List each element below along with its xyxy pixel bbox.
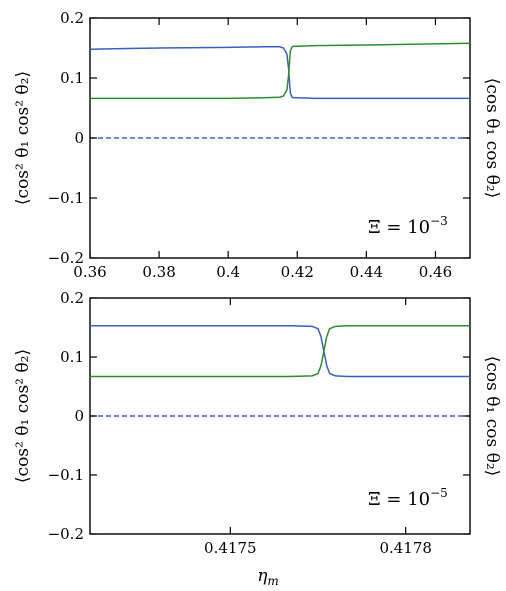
series-line-1 xyxy=(90,324,470,378)
y-tick-label: 0 xyxy=(74,407,84,425)
panel-top: −0.2 −0.1 0 0.1 0.2 0.36 0.38 0.4 0.42 0.44 0.46 Ξ… xyxy=(13,9,502,281)
annotation-bottom-base: Ξ = 10 xyxy=(368,489,430,510)
x-tick-label: 0.4175 xyxy=(204,539,257,557)
y-tick-label: 0.1 xyxy=(60,348,84,366)
y-axis-label-right-top: ⟨cos θ₁ cos θ₂⟩ xyxy=(482,78,502,199)
x-tick-label: 0.46 xyxy=(419,263,452,281)
x-tick-label: 0.44 xyxy=(350,263,383,281)
plot-marks-bottom xyxy=(90,324,470,417)
series-line-0 xyxy=(89,46,470,100)
x-tick-label: 0.36 xyxy=(73,263,106,281)
x-axis-label: ηm xyxy=(257,566,279,588)
x-axis-label-sub: m xyxy=(267,574,278,588)
y-axis-label-left-top: ⟨cos² θ₁ cos² θ₂⟩ xyxy=(13,71,33,205)
y-tick-label: −0.2 xyxy=(48,525,84,543)
y-tick-label: −0.1 xyxy=(48,189,84,207)
x-axis-label-main: η xyxy=(257,566,268,586)
annotation-bottom: Ξ = 10−5 xyxy=(368,486,448,510)
x-tick-label: 0.42 xyxy=(281,263,314,281)
x-tick-label: 0.4 xyxy=(216,263,240,281)
annotation-top-base: Ξ = 10 xyxy=(368,217,430,238)
x-tick-label: 0.4178 xyxy=(379,539,432,557)
ticks-bottom: −0.2 −0.1 0 0.1 0.2 0.4175 0.4178 xyxy=(48,289,470,557)
ticks-top: −0.2 −0.1 0 0.1 0.2 0.36 0.38 0.4 0.42 0.44 0.46 xyxy=(48,9,470,281)
x-tick-label: 0.38 xyxy=(142,263,175,281)
y-axis-label-left-bottom: ⟨cos² θ₁ cos² θ₂⟩ xyxy=(13,349,33,483)
y-tick-label: 0.1 xyxy=(60,69,84,87)
y-tick-label: 0.2 xyxy=(60,289,84,307)
series-line-1 xyxy=(90,42,471,100)
y-tick-label: −0.2 xyxy=(48,249,84,267)
annotation-top: Ξ = 10−3 xyxy=(368,214,448,238)
panel-bottom: −0.2 −0.1 0 0.1 0.2 0.4175 0.4178 Ξ = 10−5 ⟨co… xyxy=(13,289,502,588)
annotation-bottom-exp: −5 xyxy=(430,486,448,500)
series-line-0 xyxy=(90,324,470,378)
y-tick-label: −0.1 xyxy=(48,466,84,484)
y-tick-label: 0.2 xyxy=(60,9,84,27)
y-axis-label-right-bottom: ⟨cos θ₁ cos θ₂⟩ xyxy=(482,356,502,477)
y-tick-label: 0 xyxy=(74,129,84,147)
annotation-top-exp: −3 xyxy=(430,214,448,228)
plot-marks-top xyxy=(89,42,471,139)
